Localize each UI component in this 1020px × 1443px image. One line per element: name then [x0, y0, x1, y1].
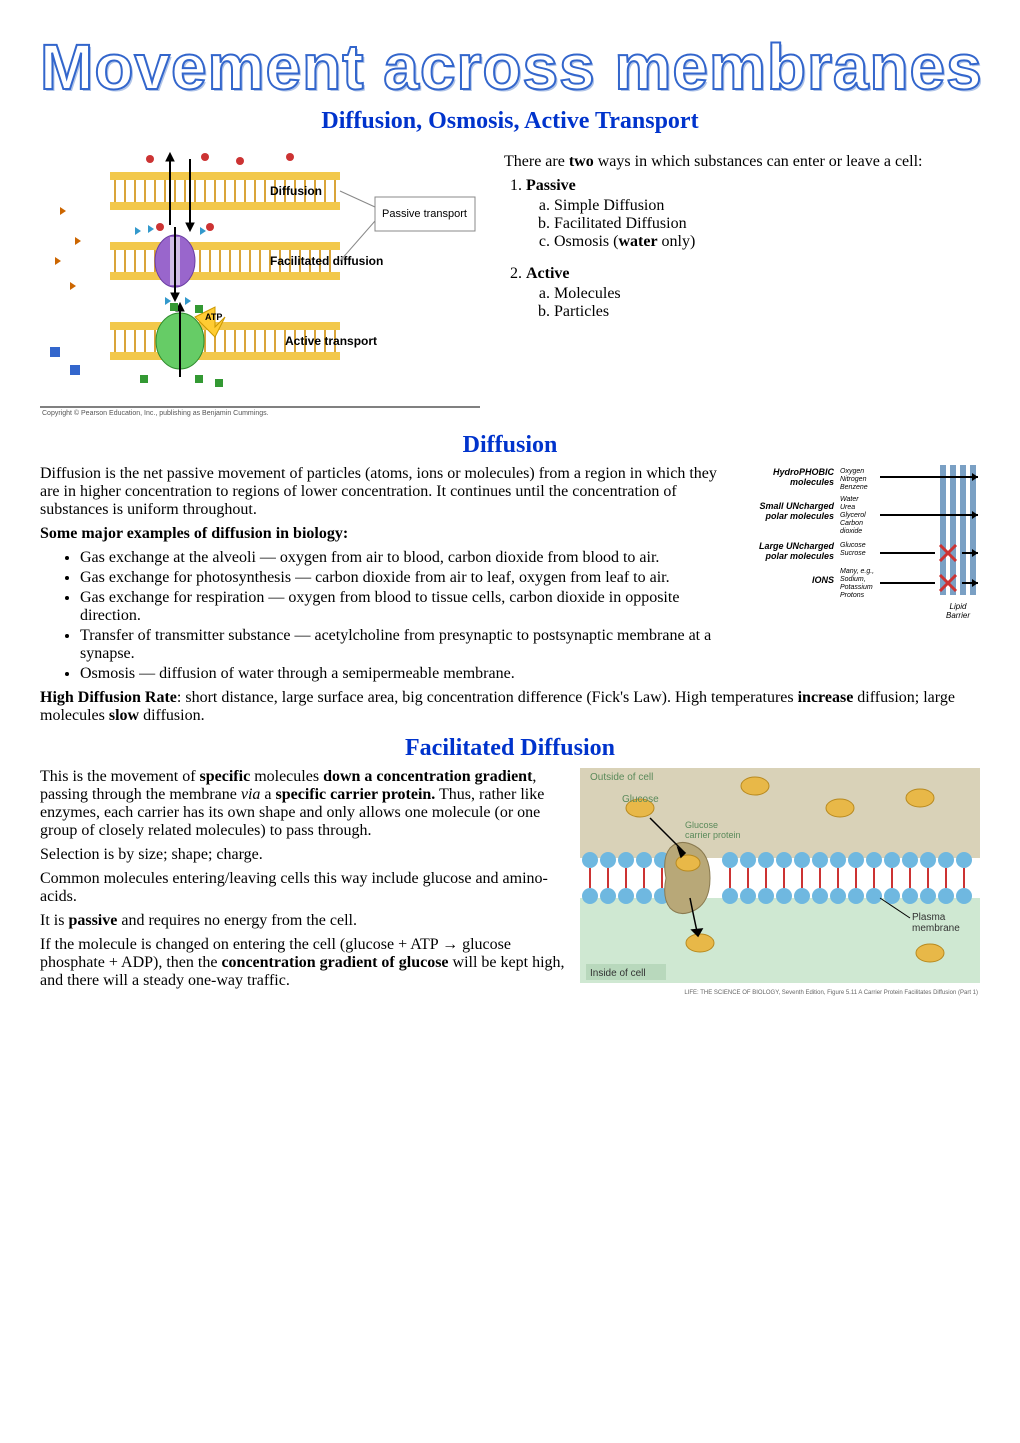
- svg-text:polar molecules: polar molecules: [764, 511, 834, 521]
- page-title-wordart: Movement across membranes: [40, 30, 980, 104]
- list-active: Active Molecules Particles: [526, 265, 980, 321]
- label-passive-transport-box: Passive transport: [382, 208, 467, 220]
- label-atp: ATP: [205, 312, 222, 322]
- svg-text:Many, e.g.,Sodium,PotassiumPro: Many, e.g.,Sodium,PotassiumProtons: [840, 568, 874, 599]
- list-passive: Passive Simple Diffusion Facilitated Dif…: [526, 177, 980, 251]
- svg-text:GlucoseSucrose: GlucoseSucrose: [840, 542, 866, 557]
- section-title-facilitated: Facilitated Diffusion: [40, 735, 980, 762]
- svg-text:polar molecules: polar molecules: [764, 551, 834, 561]
- svg-text:molecules: molecules: [790, 477, 834, 487]
- intro-text: There are two ways in which substances c…: [504, 153, 980, 171]
- label-facilitated-diffusion: Facilitated diffusion: [270, 254, 383, 268]
- figure-copyright: Copyright © Pearson Education, Inc., pub…: [42, 409, 269, 417]
- figure-membrane-permeability: HydroPHOBIC molecules OxygenNitrogenBenz…: [740, 461, 980, 636]
- label-diffusion: Diffusion: [270, 184, 322, 198]
- figure-transport-types: Diffusion Facilitated: [40, 147, 480, 422]
- list-item: Particles: [554, 303, 980, 321]
- label-outside-cell: Outside of cell: [590, 772, 653, 783]
- svg-text:IONS: IONS: [812, 575, 834, 585]
- subtitle: Diffusion, Osmosis, Active Transport: [40, 108, 980, 135]
- svg-text:HydroPHOBIC: HydroPHOBIC: [773, 467, 835, 477]
- list-item: Osmosis (water only): [554, 233, 980, 251]
- svg-text:WaterUreaGlycerolCarbondioxide: WaterUreaGlycerolCarbondioxide: [840, 496, 866, 535]
- svg-text:OxygenNitrogenBenzene: OxygenNitrogenBenzene: [840, 468, 868, 491]
- section-title-diffusion: Diffusion: [40, 432, 980, 459]
- label-inside-cell: Inside of cell: [590, 968, 646, 979]
- figure-credit: LIFE: THE SCIENCE OF BIOLOGY, Seventh Ed…: [684, 990, 978, 996]
- example-item: Osmosis — diffusion of water through a s…: [80, 665, 980, 683]
- figure-facilitated-diffusion: Outside of cell Glucose Glucosecarrier p…: [580, 768, 980, 1003]
- list-item: Facilitated Diffusion: [554, 215, 980, 233]
- label-active-transport: Active transport: [285, 334, 377, 348]
- label-glucose: Glucose: [622, 794, 659, 805]
- list-item: Molecules: [554, 285, 980, 303]
- svg-text:Large UNcharged: Large UNcharged: [759, 541, 835, 551]
- diffusion-rate: High Diffusion Rate: short distance, lar…: [40, 689, 980, 725]
- svg-text:LipidBarrier: LipidBarrier: [946, 602, 970, 620]
- svg-text:Small UNcharged: Small UNcharged: [759, 501, 834, 511]
- list-item: Simple Diffusion: [554, 197, 980, 215]
